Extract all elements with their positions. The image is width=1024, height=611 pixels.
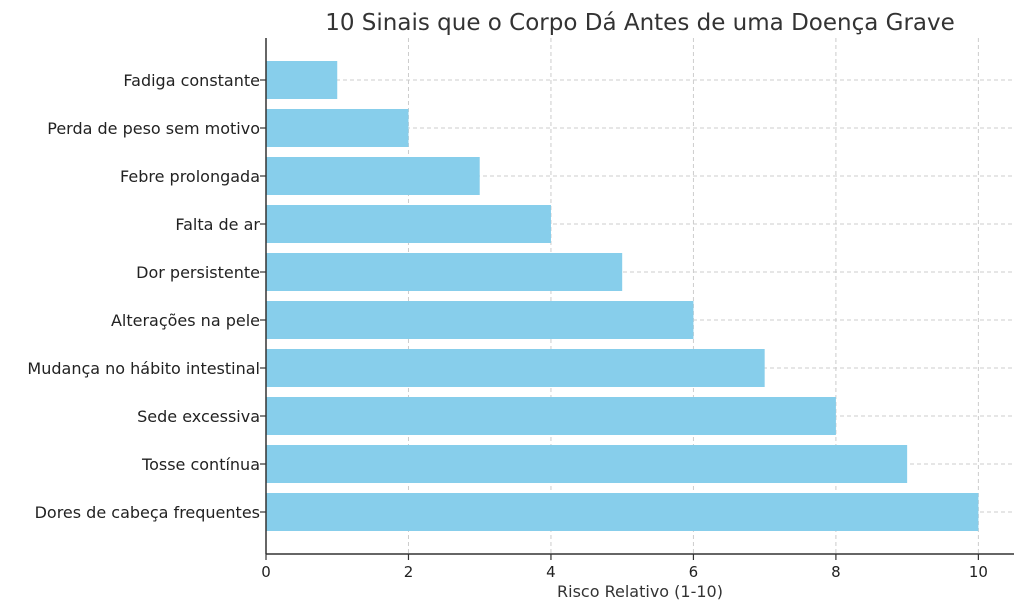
bar-4 — [266, 253, 623, 291]
category-label-5: Alterações na pele — [111, 311, 260, 330]
bar-6 — [266, 349, 765, 387]
bar-8 — [266, 445, 908, 483]
category-label-7: Sede excessiva — [137, 407, 260, 426]
chart-title: 10 Sinais que o Corpo Dá Antes de uma Do… — [325, 10, 955, 36]
x-tick-label-1: 2 — [404, 563, 414, 581]
x-axis-label: Risco Relativo (1-10) — [557, 582, 723, 601]
bar-0 — [266, 61, 338, 99]
category-label-9: Dores de cabeça frequentes — [35, 503, 260, 522]
category-label-0: Fadiga constante — [123, 71, 260, 90]
x-tick-label-4: 8 — [831, 563, 841, 581]
x-tick-label-0: 0 — [261, 563, 271, 581]
category-label-1: Perda de peso sem motivo — [47, 119, 260, 138]
x-tick-label-2: 4 — [546, 563, 556, 581]
bar-7 — [266, 397, 836, 435]
category-label-2: Febre prolongada — [120, 167, 260, 186]
category-label-8: Tosse contínua — [141, 455, 260, 474]
x-tick-label-3: 6 — [689, 563, 699, 581]
bars — [266, 61, 979, 531]
x-axis-ticks: 0 2 4 6 8 10 — [261, 554, 988, 581]
category-label-4: Dor persistente — [136, 263, 260, 282]
bar-2 — [266, 157, 480, 195]
bar-9 — [266, 493, 979, 531]
category-labels: Fadiga constante Perda de peso sem motivo… — [27, 71, 266, 522]
category-label-3: Falta de ar — [175, 215, 260, 234]
bar-5 — [266, 301, 694, 339]
x-tick-label-5: 10 — [969, 563, 988, 581]
bar-3 — [266, 205, 551, 243]
category-label-6: Mudança no hábito intestinal — [27, 359, 260, 378]
bar-1 — [266, 109, 409, 147]
